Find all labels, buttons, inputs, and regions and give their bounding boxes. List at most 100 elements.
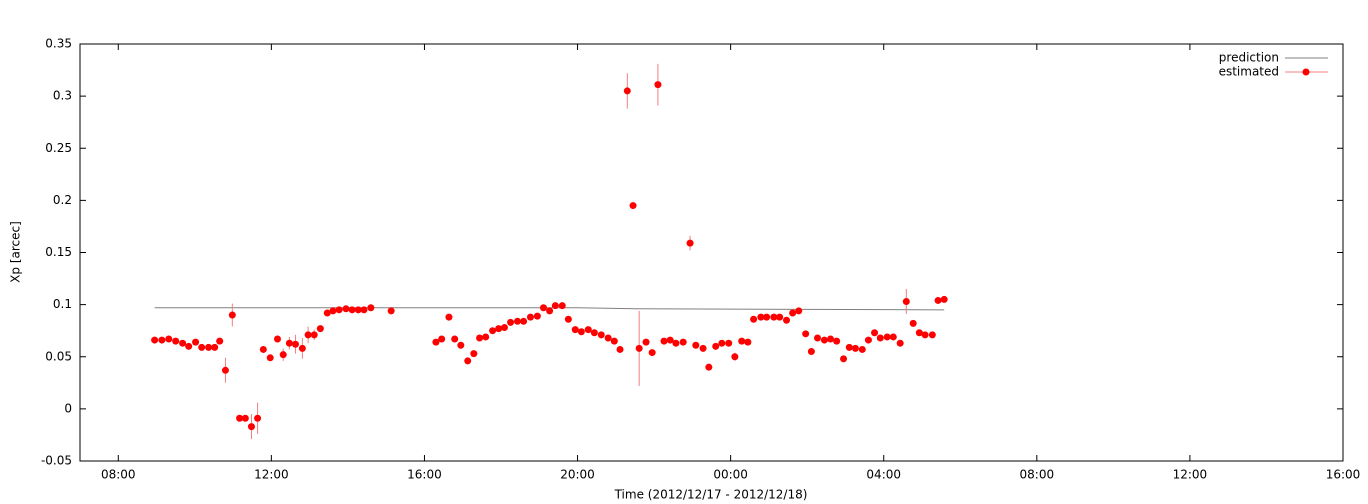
- data-point: [699, 344, 707, 352]
- data-point: [198, 343, 206, 351]
- x-tick-label: 20:00: [560, 468, 595, 482]
- legend-label: prediction: [1219, 51, 1279, 65]
- y-tick-label: -0.05: [41, 454, 72, 468]
- data-point: [533, 312, 541, 320]
- data-point: [241, 414, 249, 422]
- data-point: [776, 313, 784, 321]
- data-point: [604, 334, 612, 342]
- x-tick-label: 12:00: [1173, 468, 1208, 482]
- data-point: [807, 348, 815, 356]
- data-point: [558, 302, 566, 310]
- data-point: [507, 318, 515, 326]
- data-point: [216, 337, 224, 345]
- data-point: [718, 339, 726, 347]
- data-point: [360, 306, 368, 314]
- y-tick-label: 0.2: [53, 193, 72, 207]
- data-point: [660, 337, 668, 345]
- y-tick-label: 0.15: [45, 245, 72, 259]
- data-point: [692, 341, 700, 349]
- data-point: [291, 340, 299, 348]
- y-axis-label: Xp [arcec]: [9, 221, 23, 283]
- data-point: [323, 309, 331, 317]
- data-point: [464, 357, 472, 365]
- data-point: [915, 329, 923, 337]
- data-point: [921, 331, 929, 339]
- data-point: [211, 343, 219, 351]
- data-point: [221, 366, 229, 374]
- data-point: [367, 304, 375, 312]
- data-point: [316, 325, 324, 333]
- data-point: [705, 363, 713, 371]
- data-point: [546, 307, 554, 315]
- data-point: [889, 333, 897, 341]
- data-point: [470, 350, 478, 358]
- data-point: [833, 337, 841, 345]
- data-point: [526, 313, 534, 321]
- y-tick-label: 0.1: [53, 297, 72, 311]
- data-point: [165, 335, 173, 343]
- x-tick-label: 16:00: [407, 468, 442, 482]
- data-point: [205, 343, 213, 351]
- data-point: [476, 334, 484, 342]
- data-point: [610, 337, 618, 345]
- data-point: [564, 315, 572, 323]
- data-point: [348, 306, 356, 314]
- legend-label: estimated: [1219, 65, 1279, 79]
- data-point: [750, 315, 758, 323]
- data-point: [185, 342, 193, 350]
- data-point: [845, 343, 853, 351]
- data-point: [482, 333, 490, 341]
- data-point: [590, 329, 598, 337]
- data-point: [335, 306, 343, 314]
- data-point: [744, 338, 752, 346]
- data-point: [940, 295, 948, 303]
- data-point: [902, 297, 910, 305]
- data-point: [712, 342, 720, 350]
- data-point: [520, 317, 528, 325]
- data-point: [738, 337, 746, 345]
- data-point: [725, 339, 733, 347]
- data-point: [279, 351, 287, 359]
- data-point: [247, 423, 255, 431]
- data-point: [342, 305, 350, 313]
- data-point: [285, 339, 293, 347]
- data-point: [909, 319, 917, 327]
- x-tick-label: 12:00: [254, 468, 289, 482]
- data-point: [783, 316, 791, 324]
- data-point: [387, 307, 395, 315]
- data-point: [654, 81, 662, 89]
- data-point: [864, 336, 872, 344]
- data-point: [432, 338, 440, 346]
- data-point: [666, 336, 674, 344]
- data-point: [871, 329, 879, 337]
- data-point: [451, 335, 459, 343]
- data-point: [500, 324, 508, 332]
- data-point: [236, 414, 244, 422]
- y-tick-label: 0.35: [45, 37, 72, 51]
- data-point: [438, 335, 446, 343]
- plot-frame: [79, 43, 1344, 462]
- x-tick-label: 08:00: [1020, 468, 1055, 482]
- data-point: [616, 345, 624, 353]
- data-point: [310, 331, 318, 339]
- data-point: [584, 326, 592, 334]
- data-point: [354, 306, 362, 314]
- data-point: [551, 302, 559, 310]
- data-point: [172, 337, 180, 345]
- data-point: [686, 239, 694, 247]
- data-point: [539, 304, 547, 312]
- data-point: [151, 336, 159, 344]
- data-point: [597, 331, 605, 339]
- x-tick-label: 16:00: [1326, 468, 1361, 482]
- x-axis-label: Time (2012/12/17 - 2012/12/18): [614, 488, 808, 502]
- data-point: [623, 87, 631, 95]
- data-point: [179, 339, 187, 347]
- y-tick-label: 0.05: [45, 349, 72, 363]
- data-point: [228, 311, 236, 319]
- data-point: [495, 325, 503, 333]
- data-point: [928, 331, 936, 339]
- data-point: [635, 344, 643, 352]
- data-point: [577, 328, 585, 336]
